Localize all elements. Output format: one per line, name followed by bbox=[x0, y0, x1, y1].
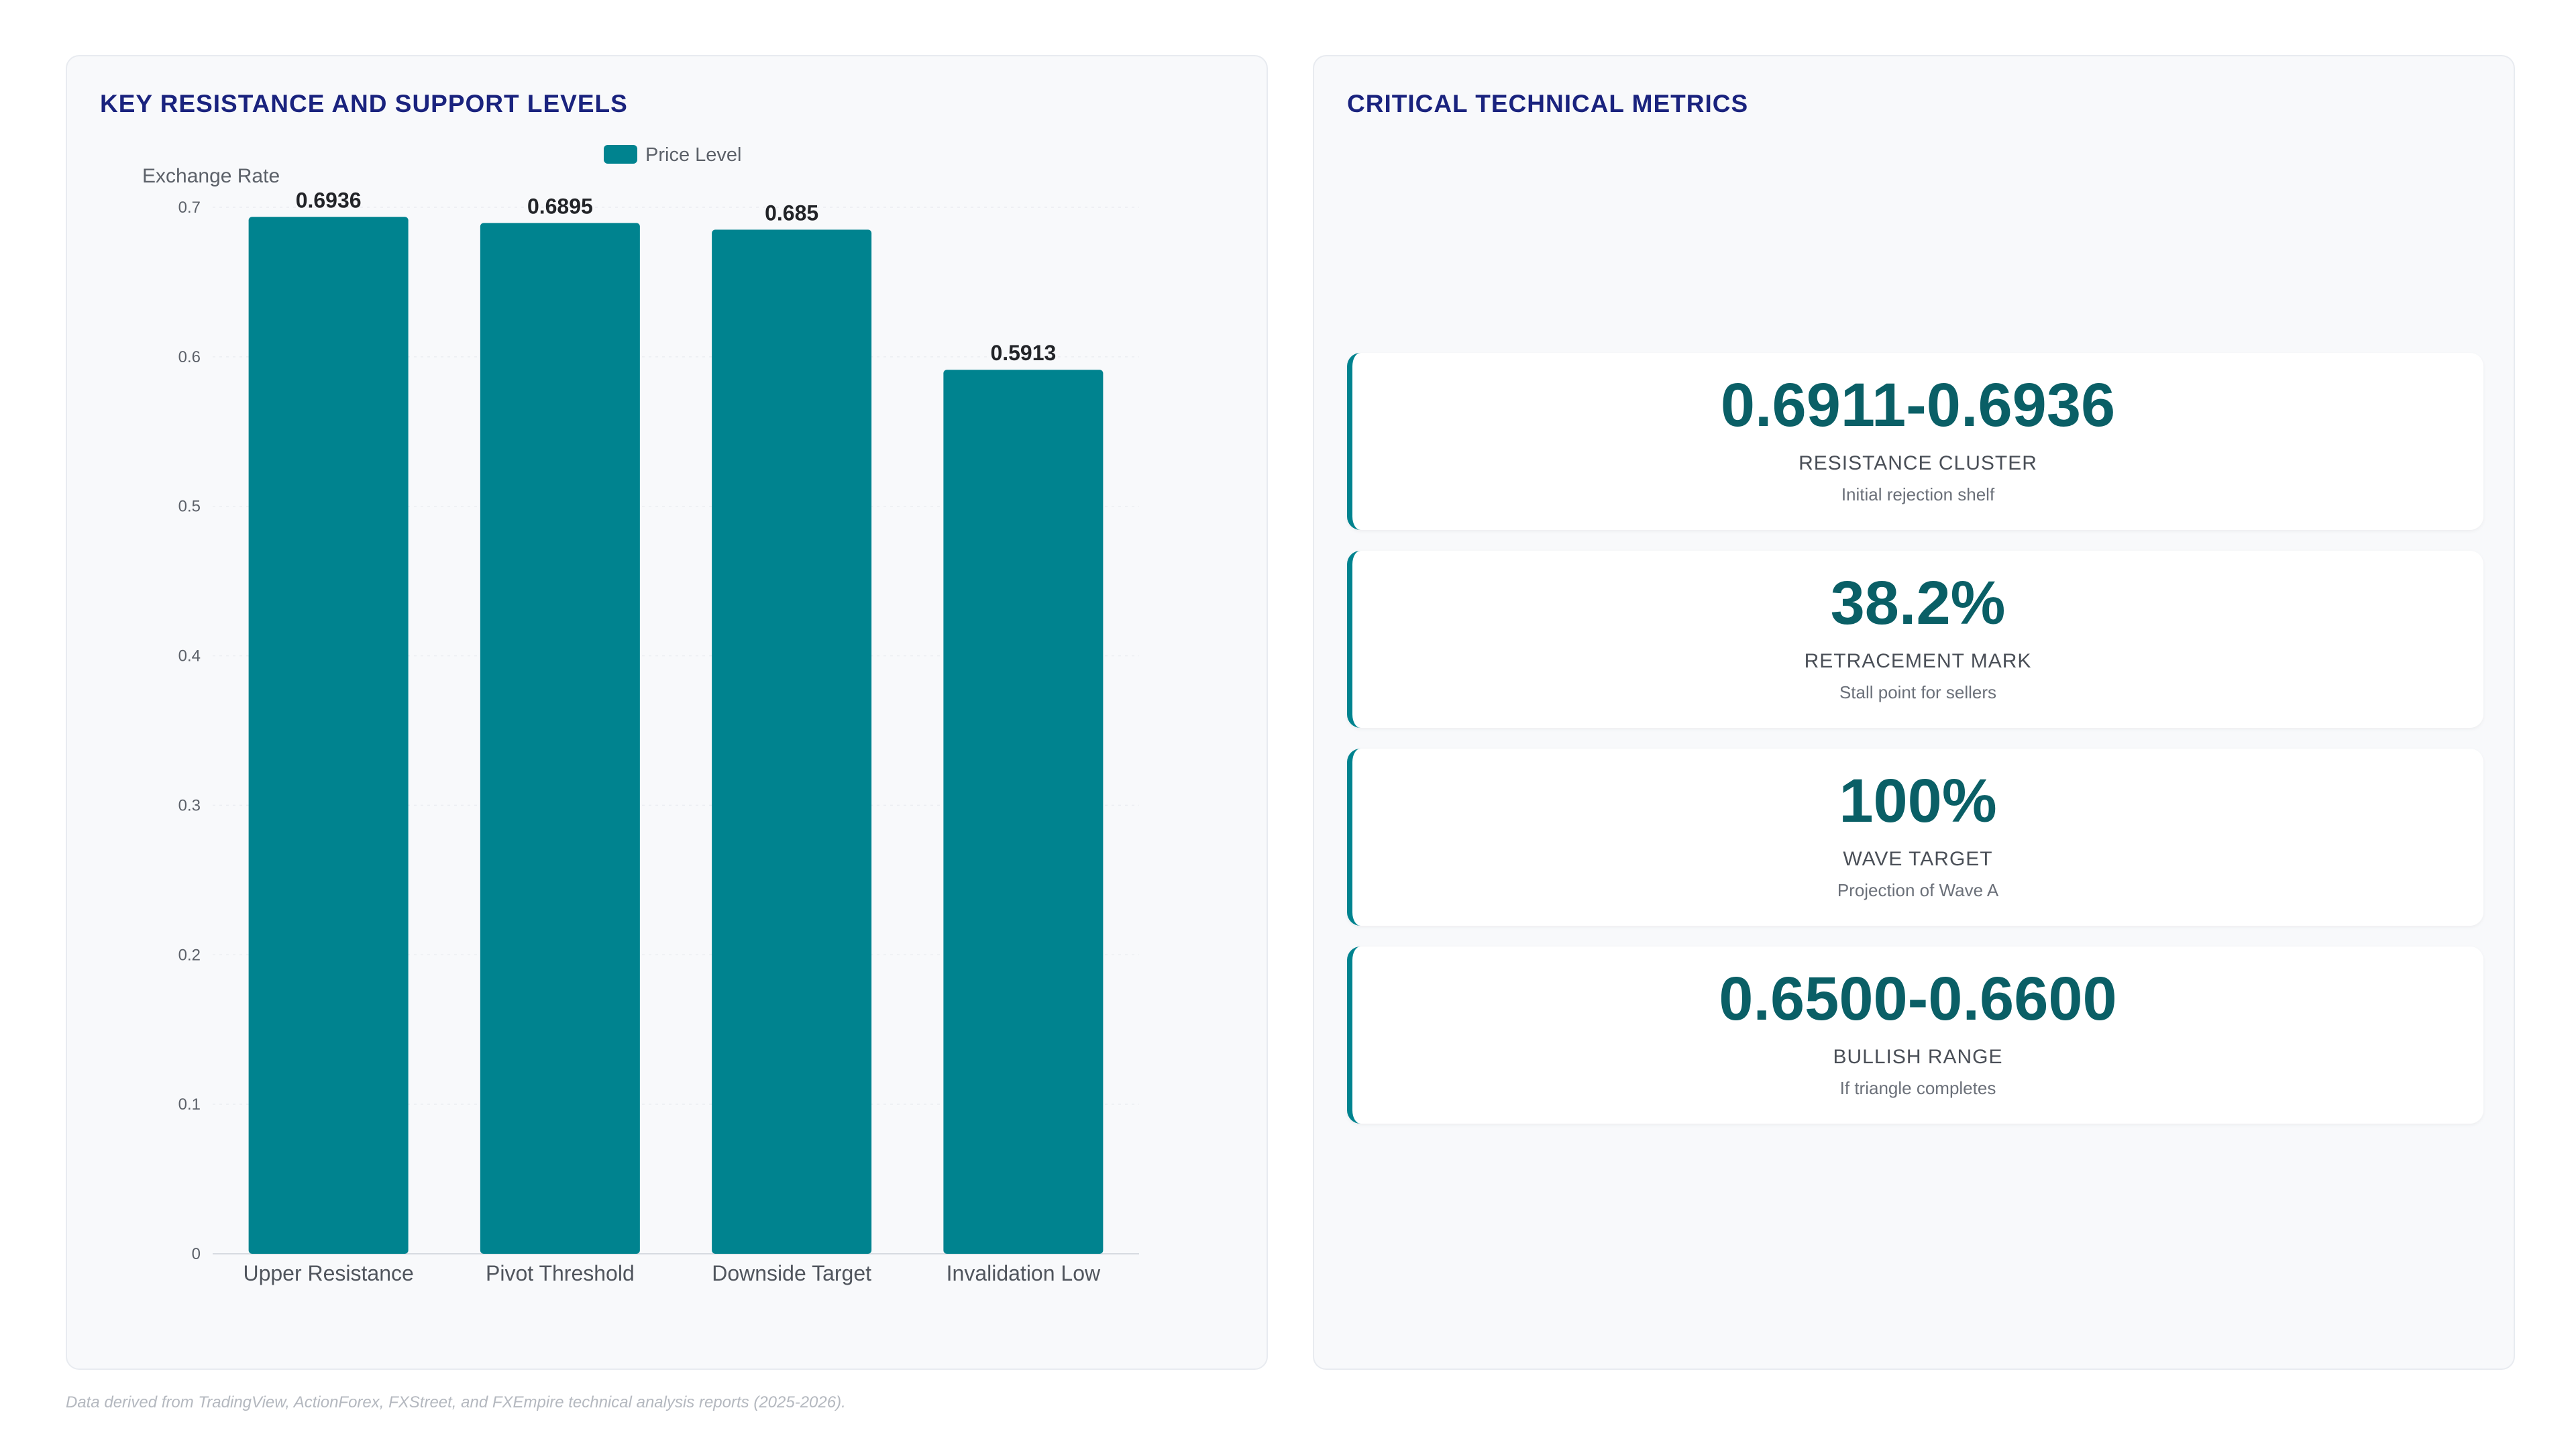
metric-label: WAVE TARGET bbox=[1843, 848, 1993, 870]
bar bbox=[480, 223, 640, 1254]
metric-card-bullish-range: 0.6500-0.6600 BULLISH RANGE If triangle … bbox=[1347, 947, 2483, 1124]
bar-value-label: 0.6895 bbox=[527, 194, 593, 218]
y-tick-label: 0 bbox=[192, 1245, 201, 1263]
chart-title: KEY RESISTANCE AND SUPPORT LEVELS bbox=[100, 90, 628, 117]
metric-subtitle: Projection of Wave A bbox=[1837, 880, 1999, 900]
bar-chart: 0 0.1 0.2 0.3 0.4 0.5 0.6 0.7 Exchange Rate Price… bbox=[142, 144, 1139, 1285]
metric-value: 38.2% bbox=[1830, 569, 2006, 637]
y-tick-label: 0.2 bbox=[178, 946, 201, 964]
metric-value: 0.6911-0.6936 bbox=[1720, 371, 2116, 439]
metric-label: BULLISH RANGE bbox=[1833, 1046, 2003, 1068]
technical-metrics-panel: CRITICAL TECHNICAL METRICS 0.6911-0.6936… bbox=[1313, 55, 2515, 1370]
metric-subtitle: Initial rejection shelf bbox=[1841, 484, 1995, 504]
legend-label: Price Level bbox=[645, 144, 741, 166]
resistance-support-panel: KEY RESISTANCE AND SUPPORT LEVELS 0 0.1 0.… bbox=[66, 55, 1268, 1370]
metric-label: RESISTANCE CLUSTER bbox=[1799, 452, 2037, 474]
x-tick-label: Downside Target bbox=[712, 1261, 871, 1285]
metric-subtitle: If triangle completes bbox=[1839, 1078, 1996, 1098]
y-tick-label: 0.7 bbox=[178, 199, 201, 217]
y-tick-label: 0.4 bbox=[178, 647, 201, 665]
metrics-title: CRITICAL TECHNICAL METRICS bbox=[1347, 90, 1749, 117]
y-axis-label: Exchange Rate bbox=[142, 165, 280, 187]
bar bbox=[943, 370, 1104, 1254]
metric-subtitle: Stall point for sellers bbox=[1839, 682, 1997, 702]
x-tick-label: Upper Resistance bbox=[243, 1261, 413, 1285]
metric-card-wave-target: 100% WAVE TARGET Projection of Wave A bbox=[1347, 749, 2483, 926]
metric-value: 0.6500-0.6600 bbox=[1719, 965, 2117, 1033]
bar-value-label: 0.685 bbox=[765, 201, 818, 225]
bar bbox=[712, 229, 872, 1254]
metric-value: 100% bbox=[1839, 767, 1997, 835]
source-note: Data derived from TradingView, ActionFor… bbox=[66, 1393, 846, 1411]
bar-value-label: 0.5913 bbox=[990, 341, 1056, 365]
legend-swatch bbox=[604, 145, 637, 164]
metric-card-resistance-cluster: 0.6911-0.6936 RESISTANCE CLUSTER Initial… bbox=[1347, 353, 2483, 530]
y-tick-label: 0.5 bbox=[178, 498, 201, 516]
y-tick-label: 0.3 bbox=[178, 796, 201, 814]
metric-card-retracement-mark: 38.2% RETRACEMENT MARK Stall point for s… bbox=[1347, 551, 2483, 728]
bar bbox=[248, 217, 409, 1254]
x-tick-label: Pivot Threshold bbox=[486, 1261, 635, 1285]
x-tick-label: Invalidation Low bbox=[947, 1261, 1101, 1285]
y-tick-label: 0.6 bbox=[178, 348, 201, 366]
y-tick-label: 0.1 bbox=[178, 1095, 201, 1114]
metric-label: RETRACEMENT MARK bbox=[1804, 650, 2032, 672]
bar-value-label: 0.6936 bbox=[296, 188, 362, 212]
